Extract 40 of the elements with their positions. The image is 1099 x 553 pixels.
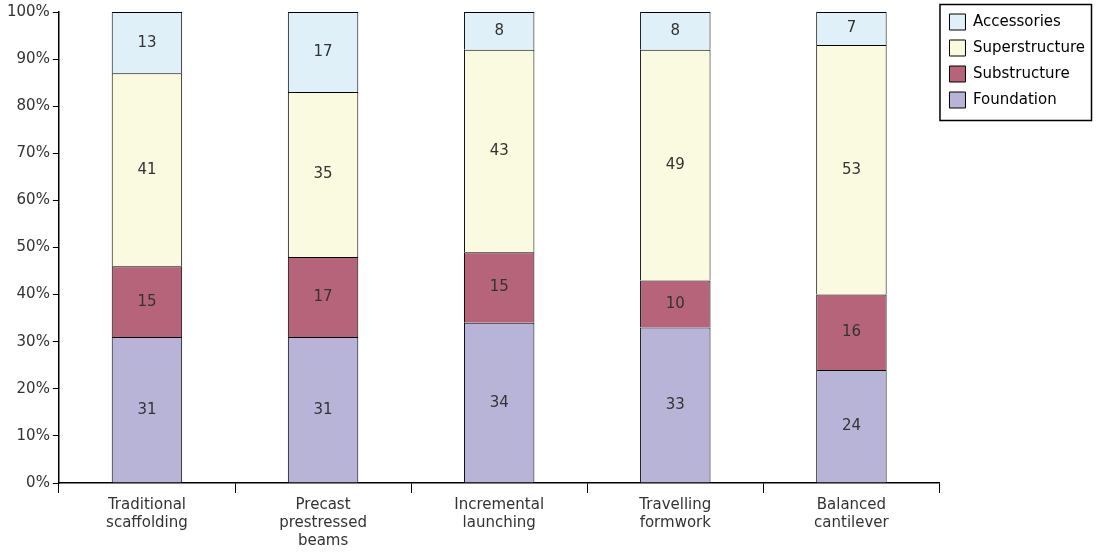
data-label: 17 [313, 286, 333, 305]
y-tick-label: 90% [16, 48, 50, 67]
legend-label: Superstructure [972, 37, 1086, 56]
x-tick-label: Traditional scaffolding [106, 494, 188, 531]
data-label: 8 [670, 20, 681, 39]
x-tick-label: Precast prestressed beams [279, 494, 367, 549]
data-label: 43 [489, 140, 509, 159]
y-tick-label: 80% [16, 96, 50, 115]
data-label: 31 [313, 399, 333, 418]
data-label: 10 [665, 293, 685, 312]
x-tick-label: Travelling formwork [638, 494, 712, 531]
y-tick-label: 70% [16, 143, 50, 162]
data-label: 49 [665, 154, 685, 173]
y-tick-label: 20% [16, 378, 50, 397]
y-tick-label: 50% [16, 237, 50, 256]
y-tick-label: 40% [16, 284, 50, 303]
data-label: 17 [313, 41, 333, 60]
legend-label: Foundation [972, 89, 1057, 108]
data-label: 15 [489, 277, 509, 296]
y-tick-label: 30% [16, 331, 50, 350]
data-label: 8 [494, 20, 504, 39]
data-label: 35 [313, 164, 333, 183]
data-label: 16 [841, 322, 861, 341]
data-label: 31 [137, 399, 157, 418]
data-label: 7 [846, 18, 857, 37]
data-label: 34 [489, 392, 509, 411]
y-tick-label: 0% [26, 472, 50, 491]
legend-label: Substructure [972, 63, 1070, 82]
data-label: 41 [137, 159, 157, 178]
x-tick-label: Balanced cantilever [814, 494, 890, 531]
data-label: 24 [841, 416, 861, 435]
data-label: 15 [137, 291, 157, 310]
x-tick-label: Incremental launching [454, 494, 545, 531]
y-tick-label: 10% [16, 425, 50, 444]
y-tick-label: 100% [6, 1, 50, 20]
data-label: 53 [841, 159, 861, 178]
y-tick-label: 60% [16, 190, 50, 209]
legend-label: Accessories [972, 11, 1062, 30]
data-label: 33 [665, 394, 685, 413]
data-label: 13 [137, 32, 157, 51]
